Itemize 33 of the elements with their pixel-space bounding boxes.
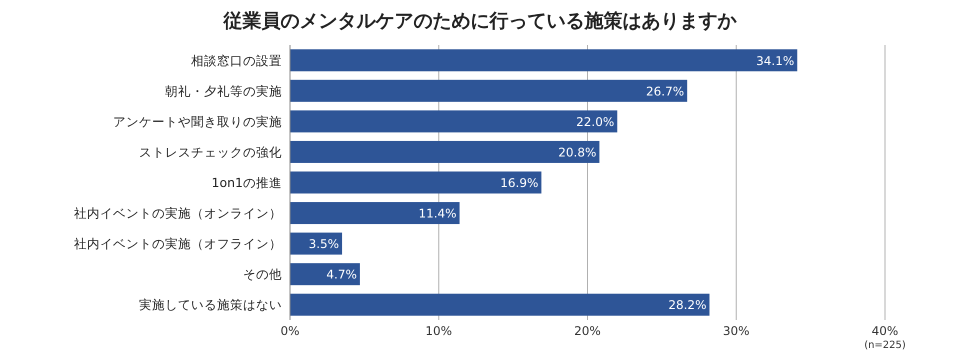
bar (290, 202, 460, 224)
data-label: 11.4% (418, 206, 457, 221)
data-label: 22.0% (576, 114, 614, 129)
bar (290, 80, 688, 102)
data-label: 28.2% (668, 298, 706, 312)
y-tick-label: 朝礼・夕礼等の実施 (165, 83, 282, 98)
bar (290, 294, 710, 316)
data-label: 20.8% (558, 145, 596, 160)
data-label: 34.1% (756, 54, 794, 68)
bar (290, 172, 542, 194)
y-tick-label: その他 (243, 266, 282, 282)
x-tick-label: 40% (872, 324, 898, 338)
data-label: 4.7% (326, 268, 357, 282)
x-tick-label: 30% (722, 324, 750, 338)
x-tick-label: 0% (280, 324, 300, 338)
bar (290, 140, 600, 163)
y-tick-label: 社内イベントの実施（オフライン） (74, 236, 282, 252)
y-tick-label: 相談窓口の設置 (191, 52, 282, 68)
data-label: 26.7% (646, 84, 684, 98)
data-label: 16.9% (500, 176, 538, 190)
x-tick-label: 10% (425, 324, 452, 338)
data-label: 3.5% (308, 237, 340, 252)
chart-title: 従業員のメンタルケアのために行っている施策はありますか (222, 10, 738, 32)
y-tick-label: アンケートや聞き取りの実施 (113, 114, 282, 129)
y-tick-label: ストレスチェックの強化 (139, 144, 282, 160)
y-tick-label: 1on1の推進 (212, 175, 282, 190)
y-tick-label: 実施している施策はない (139, 297, 282, 312)
bar (290, 49, 798, 72)
y-tick-label: 社内イベントの実施（オンライン） (74, 206, 282, 221)
bar (290, 263, 360, 286)
text: (n=225) (864, 340, 906, 350)
bar (290, 110, 618, 132)
x-tick-label: 20% (574, 324, 601, 338)
